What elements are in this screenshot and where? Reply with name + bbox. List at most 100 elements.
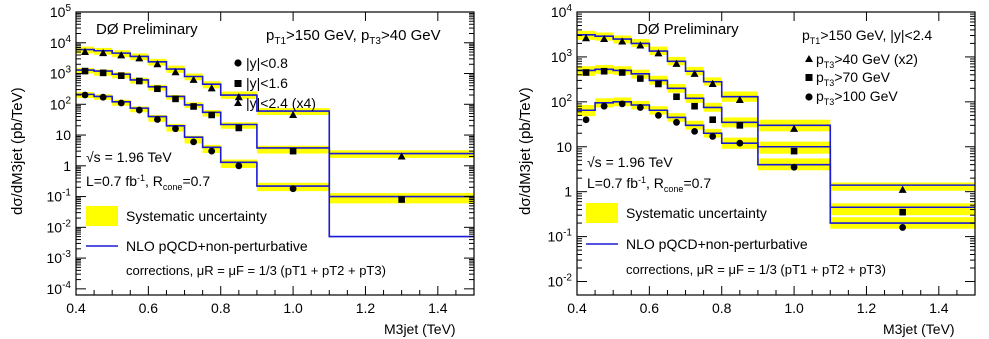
data-point-triangle (189, 75, 198, 83)
y-tick-label: 105 (50, 3, 72, 20)
data-point-triangle (654, 49, 663, 57)
data-point-square (172, 95, 179, 103)
legend-label-y08: |y|<0.8 (246, 55, 288, 71)
x-tick-label: 1.4 (929, 300, 949, 316)
left-legend-sys-label: Systematic uncertainty (126, 208, 267, 224)
x-tick-label: 0.6 (640, 300, 660, 316)
data-point-circle (289, 185, 297, 193)
data-point-triangle (672, 59, 681, 67)
data-point-triangle (708, 79, 717, 87)
x-tick-label: 0.4 (66, 300, 86, 316)
data-point-triangle (790, 124, 799, 132)
data-point-triangle (234, 92, 243, 101)
data-point-square (582, 69, 590, 76)
legend-triangle-marker (234, 99, 242, 106)
data-point-circle (208, 147, 216, 155)
data-point-circle (99, 93, 107, 101)
legend-label-pt40: pT3>40 GeV (x2) (816, 51, 918, 70)
legend-label-y24: |y|<2.4 (x4) (246, 95, 316, 111)
left-axes: 0.4 0.6 0.8 1.0 1.2 1.4 10-4 10-3 10-2 10-1 1 10 102… (47, 3, 475, 316)
right-x-axis-label: M3jet (TeV) (883, 321, 955, 337)
x-tick-label: 0.6 (139, 300, 159, 316)
left-cut-label: pT1>150 GeV, pT3>40 GeV (266, 27, 441, 47)
data-point-triangle (207, 84, 216, 92)
x-tick-label: 1.2 (857, 300, 877, 316)
data-point-circle (790, 163, 798, 171)
nlo-step-curve (577, 68, 975, 209)
y-tick-label: 10-2 (548, 273, 573, 290)
right-legend-nlo-line2: corrections, μR = μF = 1/3 (pT1 + pT2 + … (626, 262, 886, 277)
data-point-circle (135, 106, 143, 114)
data-point-circle (709, 133, 717, 140)
data-point-circle (618, 100, 626, 108)
left-data-points (81, 47, 406, 203)
nlo-tail-curve (328, 147, 474, 238)
nlo-step-curve (577, 101, 975, 224)
data-point-square (190, 103, 197, 110)
data-point-square (99, 69, 107, 77)
x-tick-label: 1.2 (356, 300, 376, 316)
y-tick-label: 10-4 (47, 280, 72, 297)
data-point-triangle (735, 95, 744, 103)
data-point-square (736, 122, 744, 129)
data-point-circle (600, 102, 608, 110)
data-point-square (709, 116, 716, 124)
x-tick-label: 1.0 (784, 300, 804, 316)
data-point-triangle (397, 152, 406, 160)
data-point-square (899, 208, 906, 216)
right-title: DØ Preliminary (637, 21, 739, 38)
data-point-square (208, 111, 215, 119)
y-tick-label: 1 (63, 158, 71, 174)
left-lumi: L=0.7 fb-1, Rcone=0.7 (86, 173, 210, 192)
legend-label-pt100: pT3>100 GeV (816, 88, 898, 107)
data-point-circle (736, 139, 744, 147)
y-tick-label: 10-1 (548, 228, 573, 245)
data-point-triangle (690, 69, 699, 77)
y-tick-label: 10 (556, 139, 572, 155)
right-legend-sys-swatch (586, 203, 618, 223)
left-sqrt-s: √s = 1.96 TeV (86, 149, 172, 165)
y-tick-label: 10-3 (47, 249, 72, 266)
legend-label-y16: |y|<1.6 (246, 75, 288, 91)
y-tick-label: 103 (50, 65, 72, 82)
data-point-circle (154, 116, 161, 123)
data-point-square (618, 69, 626, 76)
nlo-step-curve (76, 93, 330, 187)
data-point-circle (190, 138, 197, 146)
legend-square-marker (805, 74, 813, 81)
right-sqrt-s: √s = 1.96 TeV (587, 154, 673, 170)
data-point-circle (172, 125, 179, 133)
right-marker-legend: pT3>40 GeV (x2) pT3>70 GeV pT3>100 GeV (805, 51, 918, 107)
data-point-square (136, 77, 143, 85)
right-axes: 0.4 0.6 0.8 1.0 1.2 1.4 10-2 10-1 1 10 102 103 104 (548, 3, 976, 316)
data-point-circle (117, 99, 125, 107)
data-point-square (235, 124, 243, 132)
data-point-circle (691, 127, 698, 135)
right-y-axis-label: dσ/dM3jet (pb/TeV) (517, 87, 534, 215)
y-tick-label: 104 (551, 3, 573, 20)
left-y-axis-label: dσ/dM3jet (pb/TeV) (9, 87, 26, 215)
left-legend-nlo-line2: corrections, μR = μF = 1/3 (pT1 + pT2 + … (126, 263, 386, 278)
left-legend-nlo-line1: NLO pQCD+non-perturbative (126, 238, 308, 254)
legend-square-marker (234, 80, 242, 87)
left-marker-legend: |y|<0.8 |y|<1.6 |y|<2.4 (x4) (234, 55, 316, 111)
data-point-circle (673, 118, 680, 126)
data-point-circle (899, 224, 907, 231)
data-point-circle (655, 111, 662, 119)
right-panel: 0.4 0.6 0.8 1.0 1.2 1.4 10-2 10-1 1 10 102 103 104 D… (517, 3, 976, 337)
left-x-axis-label: M3jet (TeV) (384, 321, 456, 337)
data-point-square (691, 102, 698, 110)
y-tick-label: 102 (551, 93, 573, 110)
data-point-triangle (117, 51, 126, 59)
data-point-square (600, 67, 608, 75)
data-point-circle (636, 104, 644, 111)
data-point-square (790, 147, 798, 155)
y-tick-label: 10-1 (47, 188, 72, 205)
data-point-square (637, 75, 644, 82)
legend-circle-marker (805, 93, 813, 101)
right-lumi: L=0.7 fb-1, Rcone=0.7 (587, 175, 711, 194)
systematic-band (757, 141, 831, 154)
data-point-triangle (81, 47, 90, 56)
left-title: DØ Preliminary (96, 21, 198, 38)
data-point-square (673, 93, 680, 101)
